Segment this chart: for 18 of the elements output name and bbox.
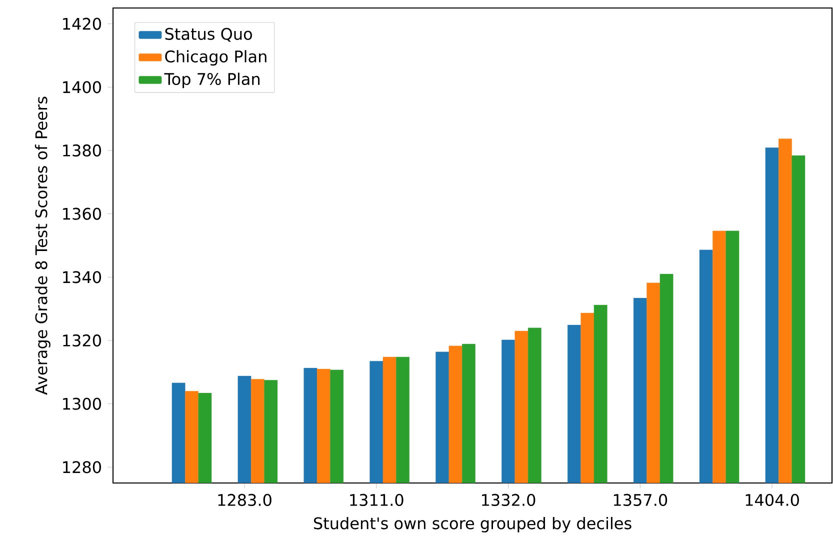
x-tick-label: 1283.0 (218, 494, 272, 506)
x-tick-label: 1311.0 (350, 494, 404, 506)
y-tick-label: 1420 (63, 18, 101, 30)
x-tick-label: 1332.0 (482, 494, 536, 506)
x-tick-label: 1357.0 (614, 494, 668, 506)
y-tick-label: 1300 (63, 398, 101, 410)
y-tick-label: 1320 (63, 334, 101, 347)
y-tick-label: 1360 (63, 208, 101, 220)
y-tick-label: 1380 (63, 144, 101, 157)
y-axis-title: Average Grade 8 Test Scores of Peers (34, 96, 50, 395)
y-tick-label: 1340 (63, 271, 101, 284)
legend-label: Top 7% Plan (164, 72, 260, 88)
x-tick-label: 1404.0 (746, 494, 799, 506)
y-tick-label: 1400 (63, 81, 101, 94)
legend-label: Status Quo (165, 28, 252, 42)
y-tick-label: 1280 (63, 461, 101, 474)
legend-label: Chicago Plan (165, 50, 266, 66)
x-axis-title: Student's own score grouped by deciles (314, 516, 632, 532)
